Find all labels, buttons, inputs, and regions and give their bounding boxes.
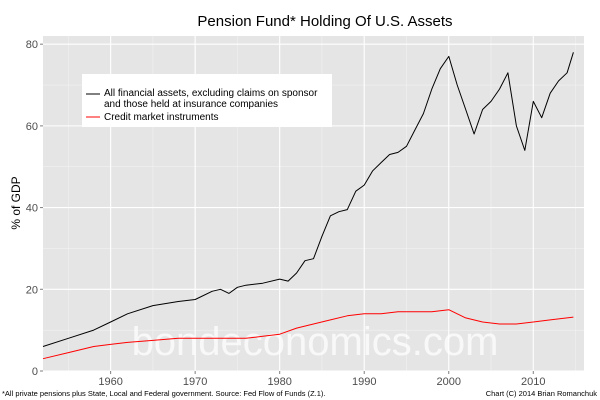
source-footnote: *All private pensions plus State, Local … [2,389,326,398]
y-tick-label: 80 [26,39,38,51]
y-tick-label: 0 [32,366,38,378]
y-tick-label: 60 [26,121,38,133]
x-tick-label: 1960 [98,376,122,388]
legend-label-all-financial-assets-line2: and those held at insurance companies [104,99,278,110]
legend-box [82,74,332,127]
chart-title: Pension Fund* Holding Of U.S. Assets [197,13,452,30]
series-lines [42,52,574,360]
legend-label-credit-market: Credit market instruments [104,112,218,123]
y-axis-label: % of GDP [9,176,23,229]
watermark: bondeconomics.com [132,320,499,364]
x-tick-label: 1970 [183,376,207,388]
legend-label-all-financial-assets: All financial assets, excluding claims o… [104,88,318,99]
y-tick-label: 20 [26,284,38,296]
series-line-all-financial-assets [42,52,574,347]
series-line-credit-market-instruments [42,309,574,360]
y-tick-label: 40 [26,203,38,215]
y-axis: 0 20 40 60 80 [26,39,43,378]
x-axis: 1960 1970 1980 1990 2000 2010 [98,371,546,388]
copyright-footnote: Chart (C) 2014 Brian Romanchuk [486,389,598,398]
x-tick-label: 2000 [437,376,461,388]
x-tick-label: 1990 [352,376,376,388]
x-tick-label: 1980 [267,376,291,388]
legend: All financial assets, excluding claims o… [82,74,332,127]
x-tick-label: 2010 [521,376,545,388]
